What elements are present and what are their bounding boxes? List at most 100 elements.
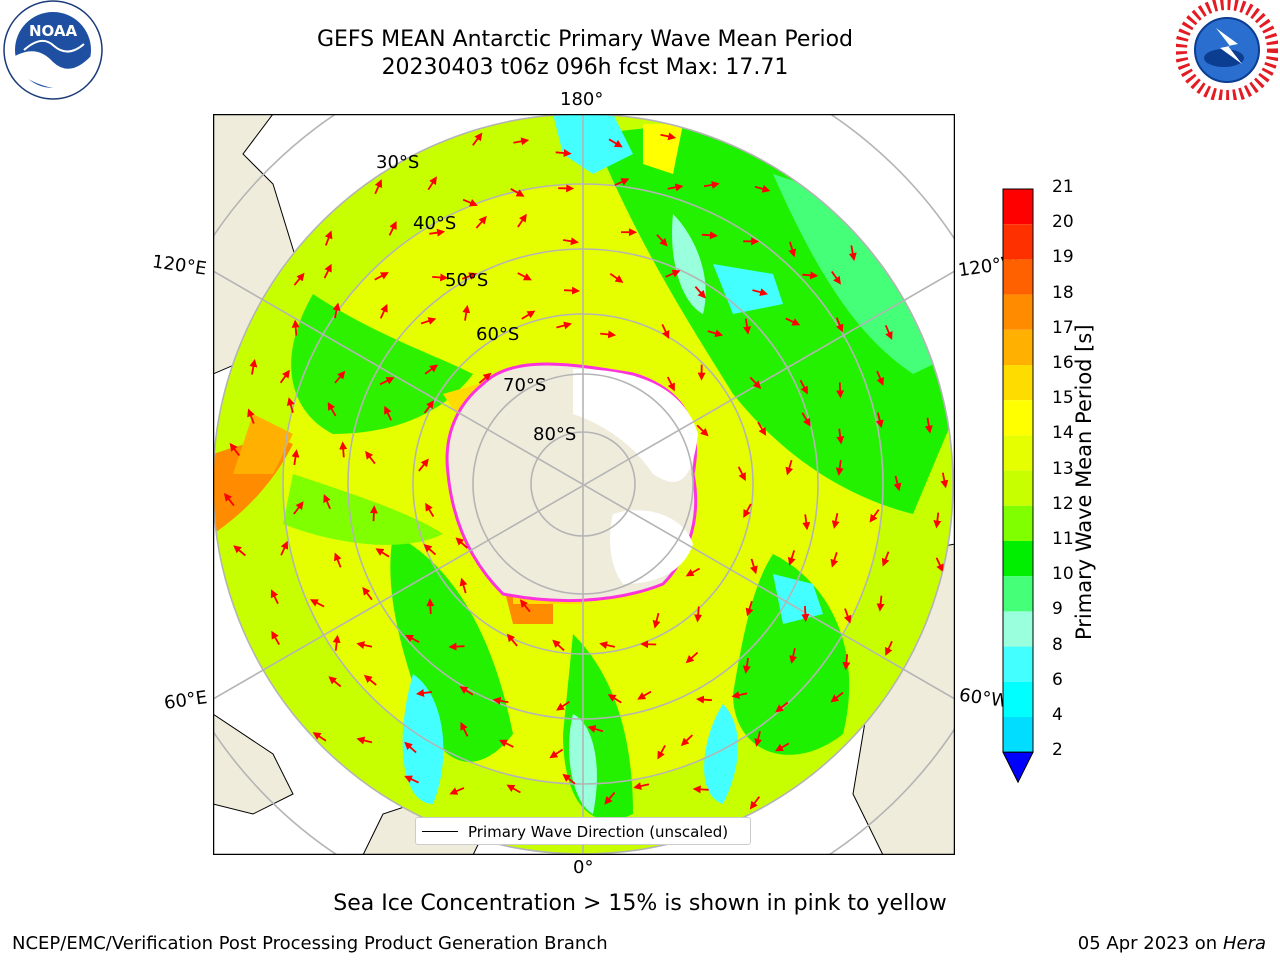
wave-direction-arrow: [680, 734, 694, 747]
colorbar-segment: [1003, 646, 1033, 682]
longitude-label-0: 0°: [573, 857, 594, 878]
colorbar-tick-label: 17: [1052, 317, 1074, 338]
wave-direction-arrow: [521, 310, 536, 320]
wave-direction-arrow: [842, 654, 851, 671]
colorbar: [1002, 188, 1034, 784]
colorbar-segment: [1003, 365, 1033, 401]
wave-direction-arrow: [270, 589, 279, 605]
wave-direction-arrow: [279, 369, 290, 384]
wave-direction-arrow: [660, 132, 677, 141]
wave-direction-arrow: [506, 633, 518, 647]
wave-direction-arrow: [696, 424, 709, 437]
wave-direction-arrow: [876, 370, 884, 386]
wave-direction-arrow: [876, 595, 885, 612]
wave-direction-arrow: [506, 784, 521, 794]
wave-direction-arrow: [696, 695, 712, 704]
wave-direction-arrow: [754, 731, 763, 747]
map-legend: Primary Wave Direction (unscaled): [415, 817, 751, 845]
wave-direction-arrow: [519, 599, 531, 613]
wave-direction-arrow: [427, 176, 437, 191]
latitude-label-40s: 40°S: [413, 213, 457, 234]
colorbar-segment: [1003, 681, 1033, 717]
wave-direction-arrow: [280, 540, 289, 556]
wave-direction-arrow: [405, 634, 420, 643]
wave-direction-arrow: [749, 796, 761, 810]
colorbar-segment: [1003, 576, 1033, 612]
wave-direction-arrow: [423, 400, 435, 414]
wave-direction-arrow: [286, 397, 295, 413]
wave-direction-arrow: [875, 412, 884, 429]
wave-direction-arrow: [555, 149, 572, 158]
wave-direction-arrow: [461, 272, 478, 280]
wave-direction-arrow: [556, 321, 572, 330]
wave-direction-arrow: [752, 288, 769, 297]
wave-direction-arrow: [293, 272, 305, 286]
wave-direction-arrow: [607, 694, 622, 704]
wave-direction-arrow: [247, 408, 255, 424]
colorbar-tick-label: 13: [1052, 458, 1074, 479]
wave-direction-arrow: [608, 138, 623, 148]
wave-direction-arrow: [556, 701, 570, 711]
colorbar-tick-label: 9: [1052, 599, 1063, 620]
colorbar-tick-label: 10: [1052, 564, 1074, 585]
wave-direction-arrow: [293, 501, 304, 515]
wave-direction-arrow: [562, 237, 579, 246]
wave-direction-arrow: [694, 606, 703, 623]
colorbar-segment: [1003, 294, 1033, 330]
wave-direction-arrows: [223, 132, 949, 843]
wave-direction-arrow: [836, 382, 845, 399]
wave-direction-arrow: [379, 377, 395, 386]
wave-direction-arrow: [754, 185, 771, 193]
wave-direction-arrow: [749, 376, 762, 389]
wave-direction-arrow: [379, 303, 388, 319]
wave-direction-arrow: [363, 674, 377, 686]
wave-direction-arrow: [885, 640, 893, 656]
wave-direction-arrow: [423, 543, 437, 556]
wave-direction-arrow: [614, 178, 630, 187]
wave-direction-arrow: [334, 370, 346, 384]
wave-direction-arrow: [657, 744, 666, 760]
wave-direction-arrow: [600, 330, 617, 339]
wave-direction-arrow: [701, 231, 718, 240]
wave-direction-arrow: [587, 725, 604, 733]
colorbar-segment: [1003, 541, 1033, 577]
colorbar-segment: [1003, 717, 1033, 753]
wave-direction-arrow: [492, 696, 509, 705]
wave-direction-arrow: [448, 642, 465, 651]
colorbar-segment: [1003, 470, 1033, 506]
wave-direction-arrow: [249, 358, 258, 375]
wave-direction-arrow: [685, 651, 699, 664]
wave-direction-arrow: [831, 270, 841, 285]
wave-direction-arrow: [517, 213, 527, 228]
latitude-label-70s: 70°S: [503, 375, 547, 396]
wave-direction-arrow: [884, 324, 893, 340]
wave-direction-arrow: [223, 493, 235, 507]
wave-direction-arrow: [513, 137, 530, 146]
wave-direction-arrow: [562, 773, 576, 785]
noaa-logo: NOAA: [2, 0, 104, 102]
wave-direction-arrow: [418, 458, 429, 472]
wave-direction-arrow: [475, 215, 487, 229]
wave-direction-arrow: [271, 630, 280, 646]
wave-direction-arrow: [893, 475, 902, 492]
wave-direction-arrow: [424, 364, 439, 375]
colorbar-ticks: 21 20 19 18 17 16 15 14 13 12 11 10 9 8 6 4 2: [1040, 177, 1090, 770]
latitude-label-80s: 80°S: [533, 424, 577, 445]
wave-direction-arrow: [801, 412, 811, 427]
wave-direction-arrow: [362, 586, 373, 601]
wave-direction-arrow: [420, 317, 437, 325]
colorbar-tick-label: 12: [1052, 493, 1074, 514]
wave-direction-arrow: [563, 286, 580, 295]
colorbar-label: Primary Wave Mean Period [s]: [1072, 324, 1096, 640]
wave-direction-arrow: [309, 599, 325, 608]
wave-direction-arrow: [549, 748, 564, 759]
wave-direction-arrow: [652, 612, 661, 629]
colorbar-tick-label: 6: [1052, 669, 1063, 690]
colorbar-tick-label: 8: [1052, 634, 1063, 655]
credit-text: NCEP/EMC/Verification Post Processing Pr…: [12, 933, 608, 954]
wave-direction-arrow: [416, 689, 433, 697]
wave-direction-arrow: [333, 552, 342, 568]
wave-direction-arrow: [609, 273, 624, 283]
wave-direction-arrow: [404, 775, 419, 784]
wave-direction-arrow: [455, 537, 469, 549]
